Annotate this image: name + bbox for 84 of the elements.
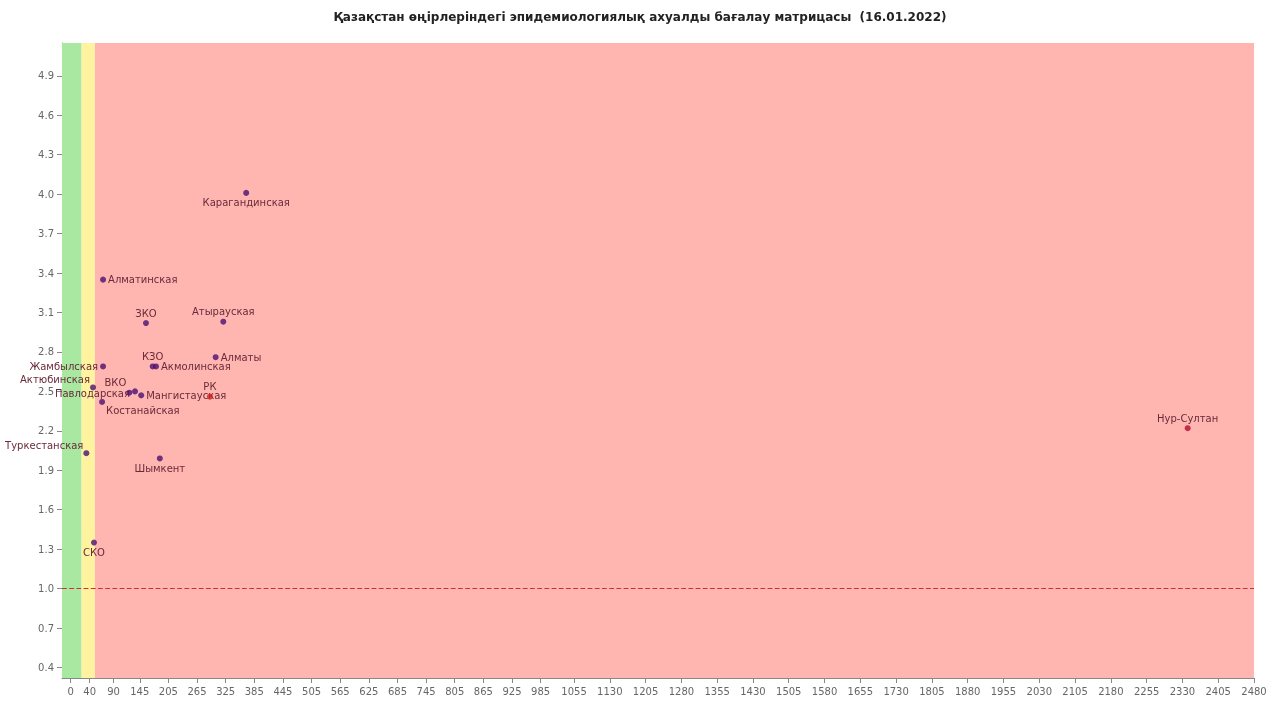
x-tick-label: 2180 (1098, 685, 1124, 697)
x-tick-label: 1205 (632, 685, 659, 697)
x-tick-label: 145 (130, 685, 150, 697)
x-tick-label: 565 (330, 685, 350, 697)
annotation: Шымкент (134, 462, 186, 474)
y-tick-label: 4.3 (38, 149, 54, 161)
annotation: ВКО (104, 377, 127, 389)
x-tick-label: 1130 (597, 685, 623, 697)
x-tick-label: 745 (416, 685, 436, 697)
point (90, 539, 97, 546)
x-tick-label: 805 (445, 685, 465, 697)
point (83, 450, 90, 457)
point (100, 363, 107, 370)
annotation: Алматы (220, 351, 262, 363)
x-tick-label: 685 (387, 685, 408, 697)
chart-title: Қазақстан өңірлеріндегі эпидемиологиялық ахуалды бағалау матрицасы (16.01.2022) (333, 10, 947, 24)
x-tick-label: 1730 (883, 685, 909, 697)
x-tick-label: 1430 (740, 685, 766, 697)
x-tick-label: 265 (187, 685, 207, 697)
x-tick-label: 1880 (954, 685, 981, 697)
point (153, 363, 159, 370)
y-tick-label: 4.6 (38, 109, 54, 121)
annotation: Павлодарская (54, 387, 131, 399)
annotation: Карагандинская (202, 197, 290, 209)
annotation: Костанайская (106, 405, 180, 417)
x-tick-label: 1280 (668, 685, 695, 697)
y-tick-label: 3.4 (38, 267, 54, 279)
y-tick-label: 3.7 (38, 228, 54, 240)
y-tick-label: 2.8 (38, 346, 54, 358)
point (138, 392, 145, 399)
x-tick-label: 445 (273, 685, 293, 697)
x-tick-label: 865 (473, 685, 493, 697)
annotation: Акмолинская (161, 360, 231, 372)
x-tick-label: 40 (83, 685, 97, 697)
point (156, 455, 163, 462)
point (132, 388, 139, 395)
y-tick-label: 1.6 (38, 504, 54, 516)
annotation: Туркестанская (4, 439, 84, 451)
x-tick-label: 2030 (1026, 685, 1052, 697)
x-tick-label: 1805 (919, 685, 945, 697)
x-tick-label: 385 (244, 685, 264, 697)
point (100, 276, 107, 283)
x-tick-label: 2105 (1062, 685, 1088, 697)
x-tick-label: 2330 (1169, 685, 1196, 697)
x-tick-label: 505 (302, 685, 322, 697)
x-tick-label: 1955 (990, 685, 1017, 697)
y-tick-label: 1.3 (38, 543, 54, 555)
y-tick-label: 4.9 (38, 70, 54, 82)
y-tick-label: 0.7 (38, 622, 54, 634)
x-tick-label: 2480 (1241, 685, 1267, 697)
x-tick-label: 1055 (561, 685, 587, 697)
x-tick-label: 1505 (776, 685, 802, 697)
annotation: Жамбылская (29, 360, 99, 372)
annotation: КЗО (141, 350, 164, 362)
x-tick-label: 1355 (704, 685, 730, 697)
point (1184, 425, 1191, 432)
y-tick-label: 4.0 (38, 188, 54, 200)
x-tick-label: 2405 (1205, 685, 1231, 697)
y-tick-label: 2.2 (38, 425, 54, 437)
point (142, 320, 149, 327)
y-tick-label: 3.1 (38, 307, 54, 319)
annotation: СКО (82, 547, 106, 559)
y-tick-label: 1.9 (38, 464, 54, 476)
x-tick-label: 90 (107, 685, 120, 697)
x-tick-label: 985 (531, 685, 551, 697)
x-tick-label: 1655 (847, 685, 874, 697)
x-tick-label: 625 (359, 685, 379, 697)
y-tick-label: 2.5 (38, 385, 54, 397)
annotation: Нур-Султан (1157, 412, 1219, 424)
x-tick-label: 325 (216, 685, 236, 697)
x-tick-label: 2255 (1133, 685, 1160, 697)
annotation: Атырауская (191, 306, 255, 318)
annotation: Алматинская (108, 274, 178, 286)
point (212, 354, 219, 361)
x-tick-label: 1580 (811, 685, 838, 697)
x-tick-label: 205 (158, 685, 178, 697)
x-tick-label: 0 (67, 685, 74, 697)
y-tick-label: 1.0 (38, 583, 54, 595)
x-tick-label: 925 (502, 685, 522, 697)
annotation: ЗКО (135, 307, 157, 319)
y-tick-label: 0.4 (38, 661, 54, 673)
annotation: Актюбинская (20, 373, 91, 385)
point (243, 189, 250, 196)
point (220, 318, 227, 325)
